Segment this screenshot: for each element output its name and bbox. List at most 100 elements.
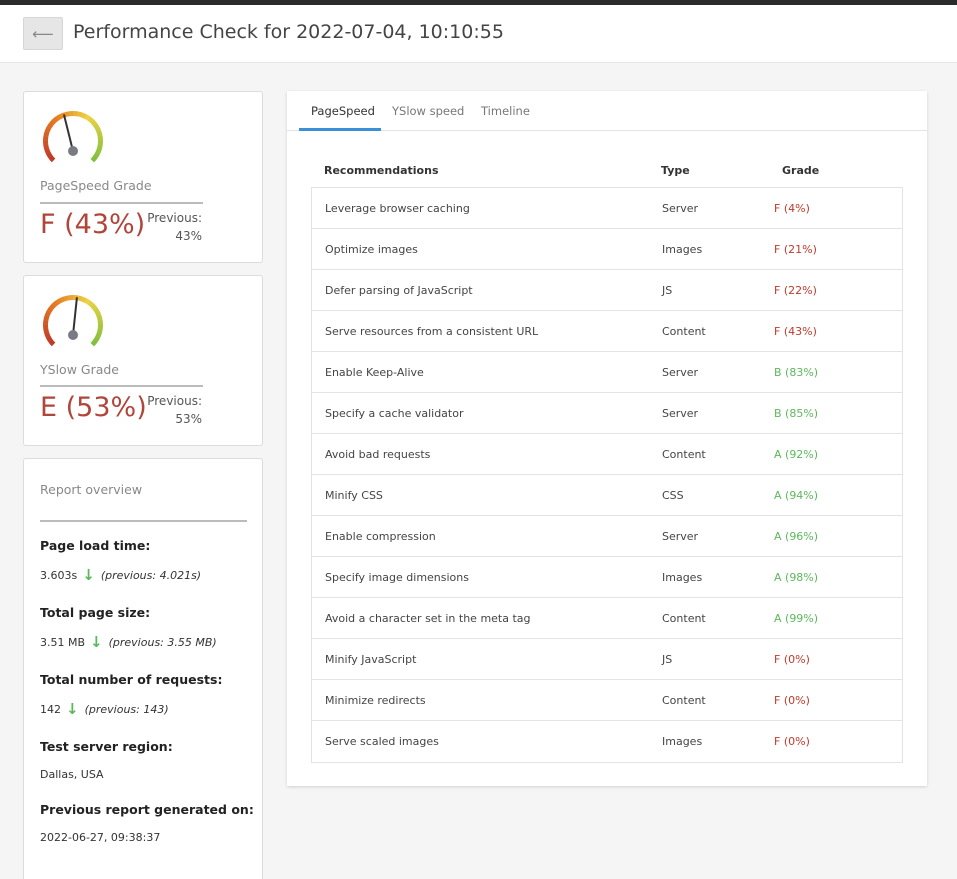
recommendation-type: Server xyxy=(662,202,699,215)
recommendation-name: Avoid bad requests xyxy=(325,448,431,461)
recommendation-grade: F (0%) xyxy=(774,653,810,666)
pagespeed-grade-label: PageSpeed Grade xyxy=(40,178,152,193)
recommendation-type: Images xyxy=(662,735,703,748)
recommendations-panel: PageSpeed YSlow speed Timeline Recommend… xyxy=(287,91,927,786)
recommendation-name: Minimize redirects xyxy=(325,694,426,707)
report-overview-card: Report overview Page load time: 3.603s ↓… xyxy=(23,458,263,879)
yslow-grade-label: YSlow Grade xyxy=(40,362,119,377)
region-value: Dallas, USA xyxy=(40,768,104,781)
recommendation-grade: F (21%) xyxy=(774,243,817,256)
recommendation-type: Server xyxy=(662,407,699,420)
yslow-grade-card: YSlow Grade E (53%) Previous: 53% xyxy=(23,275,263,446)
recommendation-type: Content xyxy=(662,448,706,461)
previous-report-heading: Previous report generated on: xyxy=(40,802,254,817)
table-row[interactable]: Serve resources from a consistent URL Con… xyxy=(312,311,902,352)
recommendation-type: JS xyxy=(662,284,673,297)
divider xyxy=(40,202,203,204)
requests-heading: Total number of requests: xyxy=(40,672,223,687)
yslow-grade-value: E (53%) xyxy=(40,392,147,423)
tab-pagespeed[interactable]: PageSpeed xyxy=(311,104,375,118)
column-header-grade: Grade xyxy=(782,164,820,177)
recommendation-grade: A (94%) xyxy=(774,489,819,502)
recommendation-name: Serve resources from a consistent URL xyxy=(325,325,539,338)
requests-previous: (previous: 143) xyxy=(84,703,169,716)
load-time-heading: Page load time: xyxy=(40,538,151,553)
top-bar xyxy=(0,0,957,5)
tab-bar: PageSpeed YSlow speed Timeline xyxy=(287,91,927,131)
recommendation-name: Minify CSS xyxy=(325,489,383,502)
table-row[interactable]: Minify CSS CSS A (94%) xyxy=(312,475,902,516)
table-row[interactable]: Leverage browser caching Server F (4%) xyxy=(312,188,902,229)
recommendation-name: Defer parsing of JavaScript xyxy=(325,284,473,297)
recommendation-name: Leverage browser caching xyxy=(325,202,470,215)
pagespeed-grade-card: PageSpeed Grade F (43%) Previous: 43% xyxy=(23,91,263,263)
recommendation-grade: A (99%) xyxy=(774,612,819,625)
recommendation-name: Specify a cache validator xyxy=(325,407,464,420)
page-size-value: 3.51 MB xyxy=(40,636,86,649)
gauge-icon xyxy=(43,111,103,163)
pagespeed-grade-value: F (43%) xyxy=(40,209,146,240)
page-size-line: 3.51 MB ↓ (previous: 3.55 MB) xyxy=(40,635,217,650)
tab-yslow-speed[interactable]: YSlow speed xyxy=(392,104,465,118)
recommendation-type: Server xyxy=(662,366,699,379)
table-row[interactable]: Minimize redirects Content F (0%) xyxy=(312,680,902,721)
yslow-previous-label: Previous: xyxy=(147,394,202,408)
back-arrow-icon: ⟵ xyxy=(32,24,54,43)
recommendation-name: Optimize images xyxy=(325,243,418,256)
back-button[interactable]: ⟵ xyxy=(23,17,63,50)
table-row[interactable]: Optimize images Images F (21%) xyxy=(312,229,902,270)
tab-timeline[interactable]: Timeline xyxy=(481,104,530,118)
recommendation-type: Content xyxy=(662,612,706,625)
recommendation-grade: A (96%) xyxy=(774,530,819,543)
active-tab-indicator xyxy=(299,128,381,131)
pagespeed-previous-value: 43% xyxy=(175,229,202,243)
yslow-previous-value: 53% xyxy=(175,412,202,426)
recommendation-grade: B (85%) xyxy=(774,407,819,420)
table-row[interactable]: Defer parsing of JavaScript JS F (22%) xyxy=(312,270,902,311)
arrow-down-icon: ↓ xyxy=(82,566,95,584)
column-header-recommendations: Recommendations xyxy=(324,164,439,177)
recommendation-grade: B (83%) xyxy=(774,366,819,379)
table-row[interactable]: Specify a cache validator Server B (85%) xyxy=(312,393,902,434)
page-header: ⟵ Performance Check for 2022-07-04, 10:1… xyxy=(0,5,957,63)
arrow-down-icon: ↓ xyxy=(66,700,79,718)
recommendation-name: Serve scaled images xyxy=(325,735,439,748)
recommendation-grade: F (43%) xyxy=(774,325,817,338)
page-size-heading: Total page size: xyxy=(40,605,151,620)
recommendation-type: CSS xyxy=(662,489,684,502)
load-time-line: 3.603s ↓ (previous: 4.021s) xyxy=(40,568,201,583)
recommendation-grade: F (22%) xyxy=(774,284,817,297)
table-row[interactable]: Minify JavaScript JS F (0%) xyxy=(312,639,902,680)
recommendation-grade: F (4%) xyxy=(774,202,810,215)
recommendation-name: Enable Keep-Alive xyxy=(325,366,424,379)
recommendation-type: Content xyxy=(662,325,706,338)
page-title: Performance Check for 2022-07-04, 10:10:… xyxy=(73,21,504,43)
recommendation-name: Minify JavaScript xyxy=(325,653,417,666)
column-header-type: Type xyxy=(661,164,690,177)
previous-report-value: 2022-06-27, 09:38:37 xyxy=(40,831,161,844)
recommendation-type: JS xyxy=(662,653,673,666)
page-size-previous: (previous: 3.55 MB) xyxy=(108,636,217,649)
pagespeed-previous-label: Previous: xyxy=(147,211,202,225)
recommendation-name: Enable compression xyxy=(325,530,436,543)
recommendation-grade: A (98%) xyxy=(774,571,819,584)
recommendation-name: Specify image dimensions xyxy=(325,571,469,584)
load-time-previous: (previous: 4.021s) xyxy=(100,569,202,582)
recommendation-grade: F (0%) xyxy=(774,735,810,748)
recommendation-type: Content xyxy=(662,694,706,707)
recommendation-type: Server xyxy=(662,530,699,543)
divider xyxy=(40,520,247,522)
requests-line: 142 ↓ (previous: 143) xyxy=(40,702,169,717)
report-overview-title: Report overview xyxy=(40,482,143,497)
recommendation-name: Avoid a character set in the meta tag xyxy=(325,612,531,625)
recommendations-table: Leverage browser caching Server F (4%) Opti… xyxy=(311,187,903,763)
table-row[interactable]: Enable compression Server A (96%) xyxy=(312,516,902,557)
table-row[interactable]: Avoid a character set in the meta tag Con… xyxy=(312,598,902,639)
gauge-icon xyxy=(43,295,103,347)
table-row[interactable]: Specify image dimensions Images A (98%) xyxy=(312,557,902,598)
table-row[interactable]: Enable Keep-Alive Server B (83%) xyxy=(312,352,902,393)
table-row[interactable]: Avoid bad requests Content A (92%) xyxy=(312,434,902,475)
table-row[interactable]: Serve scaled images Images F (0%) xyxy=(312,721,902,762)
recommendation-type: Images xyxy=(662,243,703,256)
load-time-value: 3.603s xyxy=(40,569,78,582)
